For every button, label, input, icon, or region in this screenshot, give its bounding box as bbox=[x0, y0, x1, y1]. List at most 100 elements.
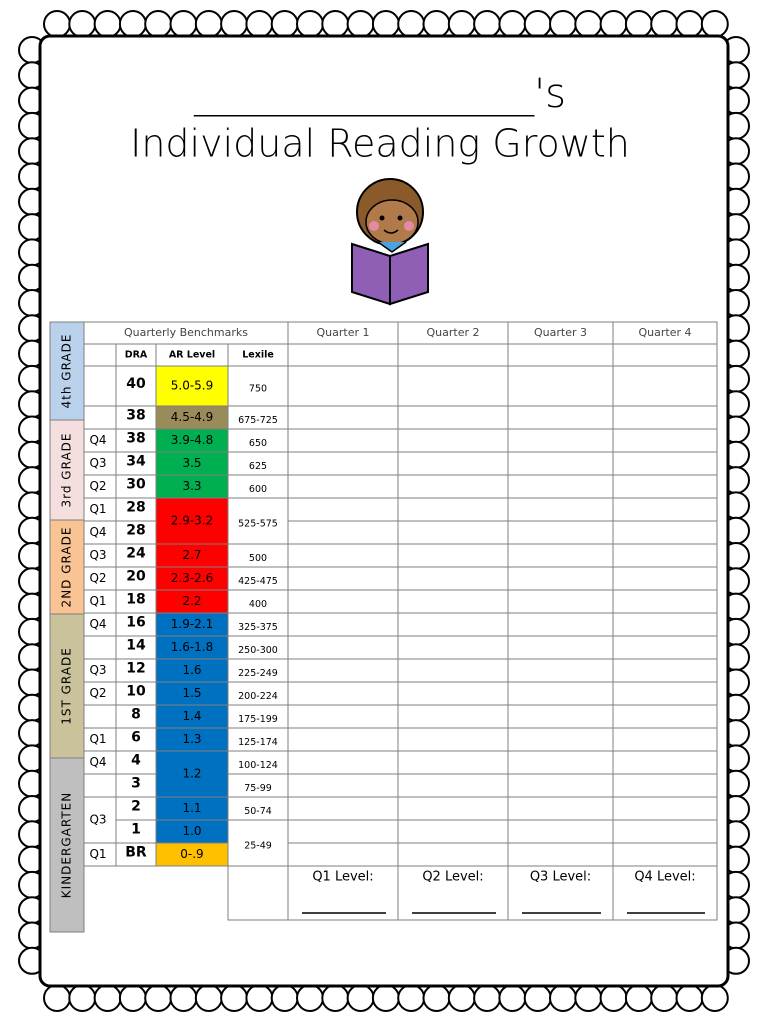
scallop bbox=[700, 10, 729, 38]
quarter-level-label: Q3 Level: bbox=[530, 870, 591, 885]
cell bbox=[397, 405, 509, 430]
ar-level: 2.3-2.6 bbox=[171, 571, 214, 585]
lexile-level: 125-174 bbox=[238, 737, 278, 748]
cell bbox=[397, 474, 509, 499]
cell bbox=[612, 727, 718, 752]
cell bbox=[507, 865, 614, 921]
scallop bbox=[194, 10, 223, 38]
scalloped-border bbox=[18, 10, 750, 1012]
cell bbox=[507, 365, 614, 407]
lexile-level: 200-224 bbox=[238, 691, 278, 702]
name-line: _________________'s bbox=[193, 71, 566, 117]
scallop bbox=[650, 984, 679, 1012]
scallop bbox=[624, 984, 653, 1012]
cell bbox=[397, 773, 509, 798]
quarter-header: Quarter 1 bbox=[317, 326, 370, 339]
ar-level: 2.9-3.2 bbox=[171, 514, 214, 528]
scallop bbox=[296, 984, 324, 1012]
grade-label: 3rd GRADE bbox=[60, 433, 74, 508]
scallop bbox=[144, 984, 173, 1012]
cell bbox=[612, 773, 718, 798]
scallop bbox=[422, 10, 451, 38]
cell bbox=[507, 405, 614, 430]
cell bbox=[287, 343, 399, 367]
cell bbox=[612, 428, 718, 453]
cell bbox=[507, 612, 614, 637]
lexile-level: 250-300 bbox=[238, 645, 278, 656]
quarter-label: Q2 bbox=[89, 479, 106, 493]
cell bbox=[227, 865, 289, 921]
dra-level: 6 bbox=[131, 730, 141, 746]
cell bbox=[507, 773, 614, 798]
scallop bbox=[321, 10, 350, 38]
grade-label: 1ST GRADE bbox=[60, 647, 74, 725]
scallop bbox=[245, 984, 274, 1012]
quarter-label: Q4 bbox=[89, 617, 106, 631]
quarter-label: Q4 bbox=[89, 755, 106, 769]
scallop bbox=[549, 984, 577, 1012]
grade-band bbox=[49, 613, 85, 759]
cell bbox=[83, 343, 117, 367]
scallop bbox=[346, 984, 375, 1012]
cell bbox=[83, 704, 117, 729]
lexile-level: 175-199 bbox=[238, 714, 278, 725]
cell bbox=[397, 658, 509, 683]
cell bbox=[83, 405, 117, 430]
quarter-label: Q4 bbox=[89, 433, 106, 447]
dra-level: 28 bbox=[126, 523, 145, 539]
grade-band bbox=[49, 419, 85, 521]
lexile-level: 525-575 bbox=[238, 519, 278, 530]
dra-level: 16 bbox=[126, 615, 145, 631]
scallop bbox=[473, 10, 502, 38]
scallop bbox=[270, 10, 299, 38]
ar-level: 4.5-4.9 bbox=[171, 410, 214, 424]
cell bbox=[507, 796, 614, 821]
cell bbox=[397, 704, 509, 729]
dra-level: 38 bbox=[126, 408, 145, 424]
cell bbox=[287, 727, 399, 752]
ar-level-cell bbox=[155, 365, 229, 407]
ar-level: 1.5 bbox=[182, 686, 201, 700]
scallop bbox=[93, 10, 122, 38]
cell bbox=[612, 612, 718, 637]
cell bbox=[287, 635, 399, 660]
dra-level: 8 bbox=[131, 707, 141, 723]
cell bbox=[612, 566, 718, 591]
dra-level: 14 bbox=[126, 638, 146, 654]
cell bbox=[612, 405, 718, 430]
dra-level: 3 bbox=[131, 776, 141, 792]
scallop bbox=[422, 984, 451, 1012]
cell bbox=[507, 566, 614, 591]
title: Individual Reading Growth bbox=[130, 122, 630, 166]
cell bbox=[227, 497, 289, 545]
cell bbox=[397, 365, 509, 407]
scallop bbox=[650, 10, 679, 38]
scallop bbox=[220, 10, 249, 38]
cell bbox=[287, 405, 399, 430]
cell bbox=[612, 865, 718, 921]
scallop bbox=[43, 10, 71, 38]
dra-level: 12 bbox=[126, 661, 145, 677]
ar-level-cell bbox=[155, 750, 229, 798]
ar-level-cell bbox=[155, 842, 229, 867]
scallop bbox=[523, 984, 552, 1012]
cell bbox=[397, 681, 509, 706]
quarter-label: Q3 bbox=[89, 548, 106, 562]
cell bbox=[397, 497, 509, 522]
grade-band bbox=[49, 757, 85, 933]
quarter-label: Q3 bbox=[89, 813, 106, 827]
cell bbox=[287, 566, 399, 591]
cell bbox=[612, 365, 718, 407]
benchmark-header: Quarterly Benchmarks bbox=[124, 326, 248, 339]
cell bbox=[507, 589, 614, 614]
cell bbox=[612, 704, 718, 729]
lexile-level: 675-725 bbox=[238, 415, 278, 426]
scallop bbox=[118, 984, 147, 1012]
cell bbox=[507, 474, 614, 499]
cell bbox=[397, 428, 509, 453]
scallop bbox=[473, 984, 502, 1012]
scallop bbox=[118, 10, 147, 38]
cell bbox=[83, 773, 117, 798]
lexile-level: 425-475 bbox=[238, 576, 278, 587]
dra-level: 4 bbox=[131, 753, 141, 769]
